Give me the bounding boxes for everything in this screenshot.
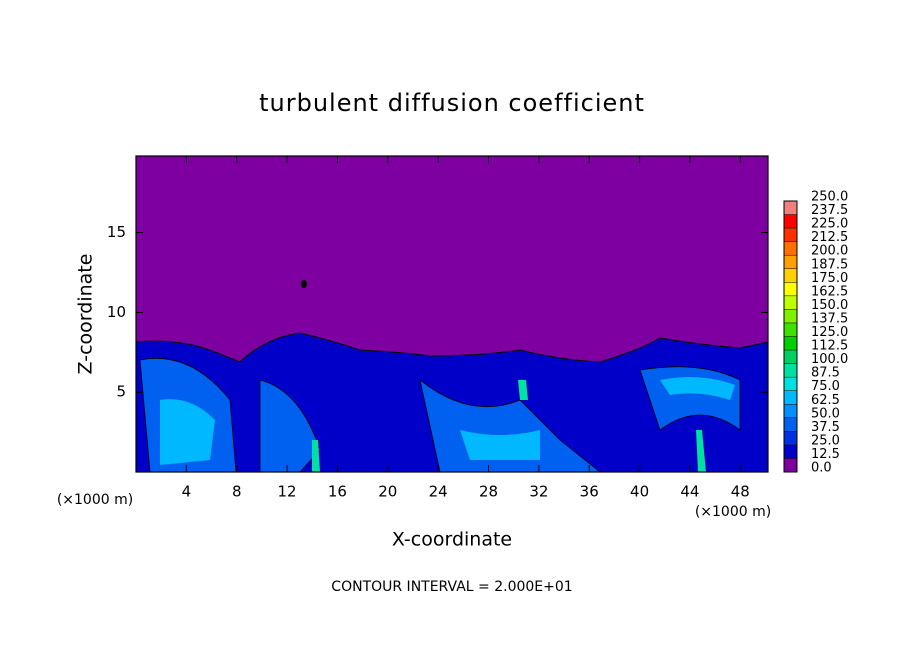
x-tick-label: 8 <box>232 483 242 501</box>
x-tick-label: 48 <box>731 483 750 501</box>
x-tick-label: 36 <box>580 483 599 501</box>
colorbar-label: 112.5 <box>811 339 848 354</box>
plot-frame <box>135 155 769 473</box>
field <box>135 156 769 473</box>
colorbar-band <box>784 255 797 269</box>
colorbar-label: 0.0 <box>811 461 832 476</box>
colorbar-band <box>784 309 797 323</box>
colorbar-band <box>784 458 797 472</box>
colorbar-label: 175.0 <box>811 271 848 286</box>
colorbar-label: 50.0 <box>811 406 840 421</box>
colorbar-band <box>784 201 797 215</box>
colorbar-band <box>784 363 797 378</box>
colorbar-band <box>784 336 797 351</box>
colorbar-band <box>784 214 797 229</box>
x-tick-label: 28 <box>479 483 498 501</box>
x-tick-label: 12 <box>278 483 297 501</box>
colorbar-band <box>784 431 797 445</box>
colorbar-band <box>784 390 797 405</box>
colorbar-label: 237.5 <box>811 203 848 218</box>
colorbar-label: 150.0 <box>811 298 848 313</box>
y-tick-label: 15 <box>107 223 126 241</box>
colorbar-label: 100.0 <box>811 352 848 367</box>
colorbar-label: 25.0 <box>811 433 840 448</box>
x-axis-label: X-coordinate <box>392 529 512 551</box>
x-unit: (×1000 m) <box>695 504 771 520</box>
x-tick-label: 44 <box>680 483 699 501</box>
colorbar-band <box>784 377 797 391</box>
colorbar-band <box>784 228 797 242</box>
colorbar-label: 137.5 <box>811 311 848 326</box>
y-tick-label: 10 <box>107 303 126 321</box>
colorbar-band <box>784 444 797 459</box>
x-tick-label: 40 <box>630 483 649 501</box>
x-tick-label: 32 <box>529 483 548 501</box>
colorbar-label: 75.0 <box>811 379 840 394</box>
y-tick-label: 5 <box>116 383 126 401</box>
field-region <box>139 357 741 473</box>
colorbar-label: 87.5 <box>811 366 840 381</box>
colorbar-band <box>784 282 797 296</box>
colorbar-label: 250.0 <box>811 190 848 205</box>
colorbar-label: 125.0 <box>811 325 848 340</box>
x-tick-label: 24 <box>429 483 448 501</box>
colorbar-band <box>784 241 797 256</box>
colorbar-label: 187.5 <box>811 257 848 272</box>
field-spot <box>301 280 307 288</box>
colorbar-band <box>784 350 797 364</box>
chart-title: turbulent diffusion coefficient <box>259 89 645 117</box>
footnote: CONTOUR INTERVAL = 2.000E+01 <box>331 579 572 595</box>
y-axis-label: Z-coordinate <box>75 254 97 375</box>
field-region <box>160 376 735 465</box>
colorbar-label: 37.5 <box>811 420 840 435</box>
colorbar-label: 200.0 <box>811 244 848 259</box>
colorbar-label: 162.5 <box>811 284 848 299</box>
colorbar-label: 212.5 <box>811 230 848 245</box>
y-unit: (×1000 m) <box>57 492 133 508</box>
colorbar-band <box>784 322 797 337</box>
x-tick-label: 4 <box>182 483 192 501</box>
colorbar-band <box>784 268 797 283</box>
colorbar-band <box>784 417 797 432</box>
x-tick-label: 20 <box>378 483 397 501</box>
colorbar-label: 225.0 <box>811 217 848 232</box>
colorbar-label: 12.5 <box>811 447 840 462</box>
colorbar-band <box>784 404 797 418</box>
colorbar-band <box>784 295 797 310</box>
x-tick-label: 16 <box>328 483 347 501</box>
colorbar-label: 62.5 <box>811 393 840 408</box>
